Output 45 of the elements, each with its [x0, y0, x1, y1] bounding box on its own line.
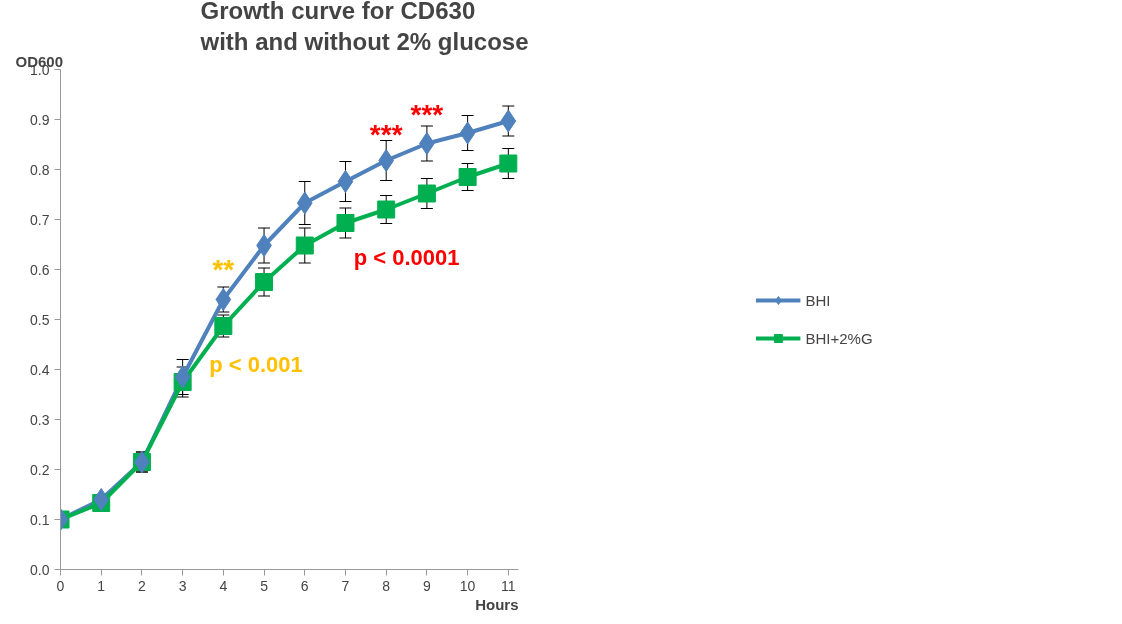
y-tick-label: 0.3	[30, 411, 50, 428]
annotation: ***	[369, 119, 403, 150]
x-tick-label: 10	[459, 577, 476, 594]
point	[255, 273, 274, 291]
x-axis-title: Hours	[475, 595, 519, 613]
chart-title: Growth curve for CD630 with and without 2% glucose	[199, 0, 529, 56]
y-tick-label: 0.2	[30, 461, 50, 478]
point	[296, 191, 313, 215]
point	[500, 109, 517, 133]
legend-label: BHI+2%G	[805, 329, 873, 347]
annotation: p < 0.0001	[353, 244, 460, 270]
point	[458, 168, 477, 186]
x-tick-label: 2	[138, 577, 147, 594]
x-tick-label: 7	[341, 577, 350, 594]
point	[499, 154, 518, 173]
y-tick-label: 0.0	[30, 561, 50, 578]
x-tick-label: 5	[260, 577, 269, 594]
y-tick-label: 0.5	[30, 311, 50, 328]
x-tick-label: 9	[423, 577, 432, 594]
annotation: **	[212, 254, 235, 285]
y-tick-label: 0.6	[30, 261, 50, 278]
annotation: p < 0.001	[209, 352, 303, 377]
x-tick-label: 0	[56, 577, 65, 594]
point	[377, 200, 396, 219]
x-tick-label: 8	[382, 577, 391, 594]
x-tick-label: 3	[178, 577, 187, 594]
point	[378, 149, 395, 172]
y-tick-label: 0.8	[30, 161, 50, 178]
y-tick-label: 0.7	[30, 211, 50, 228]
annotation: ***	[410, 99, 444, 130]
point	[336, 214, 355, 232]
y-tick-label: 0.1	[30, 511, 50, 528]
point	[337, 170, 354, 193]
point	[295, 236, 314, 255]
point	[174, 365, 191, 389]
x-tick-label: 1	[97, 577, 106, 594]
y-tick-label: 0.9	[30, 111, 50, 128]
y-tick-label: 0.4	[30, 361, 50, 378]
x-tick-label: 4	[219, 577, 228, 594]
point	[93, 488, 110, 511]
point	[459, 121, 476, 145]
legend-label: BHI	[805, 291, 831, 309]
x-tick-label: 6	[300, 577, 309, 594]
point	[417, 184, 436, 203]
x-tick-label: 11	[501, 577, 516, 594]
